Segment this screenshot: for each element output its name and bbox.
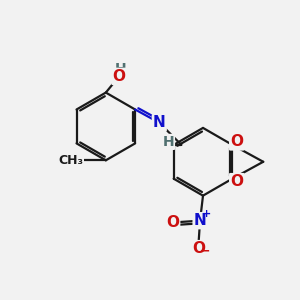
Text: N: N <box>194 213 206 228</box>
Text: O: O <box>166 214 179 230</box>
Text: H: H <box>115 62 126 76</box>
Text: N: N <box>153 115 166 130</box>
Text: −: − <box>200 244 210 257</box>
Text: O: O <box>192 241 205 256</box>
Text: H: H <box>162 135 174 149</box>
Text: O: O <box>112 69 126 84</box>
Text: CH₃: CH₃ <box>58 154 83 167</box>
Text: O: O <box>230 134 243 149</box>
Text: +: + <box>202 209 211 219</box>
Text: O: O <box>230 174 243 189</box>
